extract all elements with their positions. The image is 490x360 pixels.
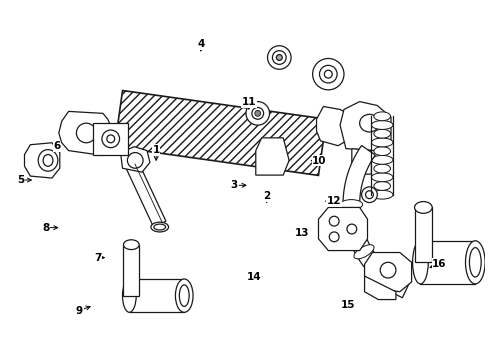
Circle shape: [75, 125, 91, 141]
Text: 11: 11: [242, 98, 256, 107]
Text: 9: 9: [76, 306, 83, 315]
Polygon shape: [317, 107, 356, 146]
Polygon shape: [415, 207, 432, 262]
Circle shape: [255, 111, 261, 116]
Ellipse shape: [151, 222, 169, 232]
Polygon shape: [126, 162, 166, 227]
Circle shape: [252, 108, 264, 119]
Ellipse shape: [374, 147, 391, 156]
Text: 5: 5: [17, 175, 24, 185]
Text: 13: 13: [294, 228, 309, 238]
Circle shape: [362, 187, 377, 203]
Ellipse shape: [374, 112, 391, 121]
Ellipse shape: [415, 202, 432, 213]
Text: 1: 1: [152, 145, 160, 155]
Text: 3: 3: [231, 180, 238, 190]
Ellipse shape: [371, 121, 393, 130]
Polygon shape: [93, 123, 128, 154]
Ellipse shape: [354, 245, 374, 259]
Text: 2: 2: [263, 191, 270, 201]
Text: 15: 15: [341, 300, 355, 310]
Polygon shape: [318, 207, 368, 251]
Text: 7: 7: [94, 253, 101, 262]
Polygon shape: [343, 145, 410, 298]
Polygon shape: [256, 138, 289, 175]
Ellipse shape: [123, 240, 139, 249]
Polygon shape: [365, 276, 396, 300]
Circle shape: [324, 70, 332, 78]
Circle shape: [272, 51, 286, 64]
Polygon shape: [123, 245, 139, 296]
Ellipse shape: [371, 156, 393, 164]
Polygon shape: [115, 90, 326, 175]
Ellipse shape: [374, 129, 391, 138]
Polygon shape: [129, 279, 184, 312]
Circle shape: [268, 46, 291, 69]
Polygon shape: [340, 102, 391, 150]
Ellipse shape: [371, 138, 393, 147]
Polygon shape: [24, 143, 60, 178]
Circle shape: [246, 102, 270, 125]
Text: 14: 14: [246, 272, 261, 282]
Circle shape: [319, 66, 337, 83]
Circle shape: [313, 58, 344, 90]
Polygon shape: [59, 111, 113, 156]
Circle shape: [69, 118, 98, 148]
Ellipse shape: [374, 181, 391, 190]
Ellipse shape: [466, 241, 485, 284]
Ellipse shape: [374, 164, 391, 173]
Polygon shape: [121, 147, 150, 172]
Text: 12: 12: [327, 196, 341, 206]
Ellipse shape: [175, 279, 193, 312]
Polygon shape: [352, 149, 371, 174]
Ellipse shape: [371, 190, 393, 199]
Ellipse shape: [340, 199, 363, 210]
Text: 10: 10: [312, 156, 327, 166]
Ellipse shape: [413, 241, 428, 284]
Ellipse shape: [122, 279, 136, 312]
Polygon shape: [365, 252, 412, 292]
Polygon shape: [420, 241, 475, 284]
Text: 4: 4: [197, 39, 204, 49]
Circle shape: [276, 55, 282, 60]
Text: 16: 16: [432, 259, 447, 269]
Ellipse shape: [371, 173, 393, 182]
Text: 8: 8: [42, 222, 49, 233]
Text: 6: 6: [53, 141, 60, 152]
